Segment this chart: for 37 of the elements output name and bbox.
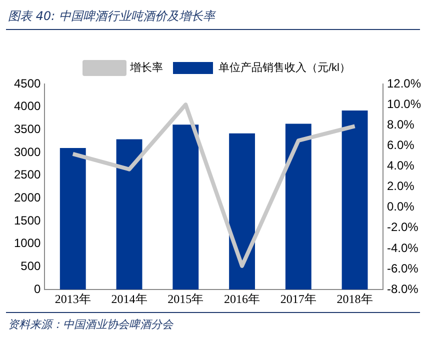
legend-label: 增长率 <box>129 61 163 74</box>
y2-tick-label: 8.0% <box>386 117 415 132</box>
y-tick-label: 4500 <box>14 76 42 90</box>
y2-tick-label: 6.0% <box>386 138 415 152</box>
y-tick-label: 3000 <box>14 144 42 159</box>
y2-tick-label: 2.0% <box>386 179 415 194</box>
y2-tick-label: -6.0% <box>386 261 419 276</box>
y2-tick-label: -4.0% <box>386 240 419 255</box>
y2-tick-label: -2.0% <box>386 220 419 234</box>
x-tick-label: 2016年 <box>224 292 260 306</box>
y-tick-label: 2500 <box>14 168 42 182</box>
x-tick-label: 2015年 <box>168 292 204 306</box>
y-tick-label: 1500 <box>14 213 42 228</box>
bar <box>229 133 255 290</box>
chart-title: 图表 40: 中国啤酒行业吨酒价及增长率 <box>8 8 215 25</box>
x-tick-label: 2014年 <box>111 292 148 306</box>
text: 资料来源：中国酒业协会啤酒分会 <box>8 317 173 332</box>
legend-label: 单位产品销售收入（元/kl） <box>218 61 350 74</box>
y-tick-label: 3500 <box>14 122 42 136</box>
bar <box>285 124 312 290</box>
y2-tick-label: 4.0% <box>386 158 415 173</box>
y-tick-label: 0 <box>34 282 42 296</box>
x-tick-label: 2013年 <box>54 292 91 306</box>
y-tick-label: 1000 <box>14 236 42 250</box>
x-tick-label: 2017年 <box>280 292 316 306</box>
bar <box>342 110 368 290</box>
y2-tick-label: 10.0% <box>386 96 422 111</box>
y2-tick-label: 0.0% <box>386 200 415 214</box>
bar <box>116 139 142 290</box>
y-tick-label: 500 <box>20 259 42 274</box>
y-tick-label: 2000 <box>14 190 42 205</box>
y2-tick-label: -8.0% <box>386 282 419 296</box>
bar <box>172 124 199 290</box>
y-tick-label: 4000 <box>14 99 42 114</box>
x-tick-label: 2018年 <box>336 292 373 306</box>
bar <box>60 148 86 290</box>
y2-tick-label: 12.0% <box>386 76 422 90</box>
